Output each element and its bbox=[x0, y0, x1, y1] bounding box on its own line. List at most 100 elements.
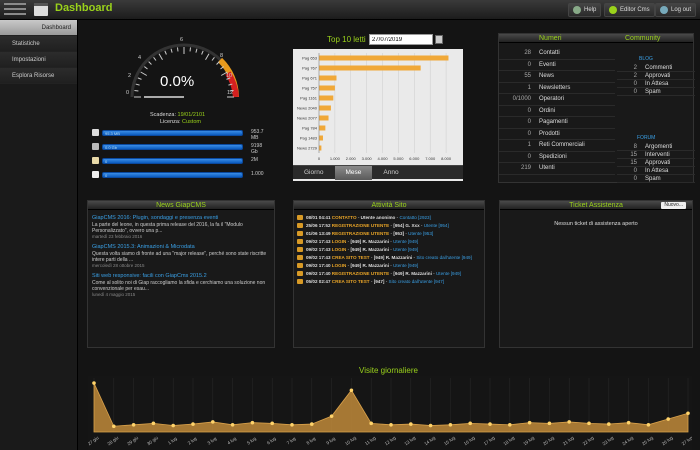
forum-title: FORUM bbox=[637, 135, 656, 141]
activity-detail[interactable]: Utente [949] bbox=[393, 263, 419, 268]
x-tick-label: 5.000 bbox=[393, 156, 404, 161]
sidebar-item-impostazioni[interactable]: Impostazioni bbox=[0, 52, 77, 68]
usage-bar-fill: 0 bbox=[103, 173, 242, 178]
tab-giorno[interactable]: Giorno bbox=[304, 169, 324, 176]
activity-row: 09/02 17:40 REGISTRAZIONE UTENTE - [949]… bbox=[297, 271, 481, 277]
data-point bbox=[646, 423, 651, 427]
count-value: 55 bbox=[524, 73, 531, 79]
count-row: 0 Eventi bbox=[499, 60, 615, 71]
tickets-panel: Ticket Assistenza Nuovo... Nessun ticket… bbox=[499, 200, 693, 348]
community-header: Community bbox=[625, 35, 661, 42]
license-label: Licenza: bbox=[160, 119, 181, 125]
count-value: 0/1000 bbox=[512, 96, 531, 102]
activity-sep: - bbox=[389, 271, 394, 276]
news-title[interactable]: GiapCMS 2016: Plugin, sondaggi e presenz… bbox=[92, 215, 219, 221]
help-button[interactable]: Help bbox=[568, 3, 602, 17]
power-icon bbox=[660, 6, 668, 14]
tab-anno[interactable]: Anno bbox=[383, 169, 399, 176]
activity-type: REGISTRAZIONE UTENTE bbox=[330, 271, 390, 276]
x-tick-label: 7 lug bbox=[286, 436, 297, 446]
x-tick-label: 27 lug bbox=[681, 435, 692, 446]
news-item[interactable]: GiapCMS 2015.3: Animazioni & Microdata Qu… bbox=[92, 244, 270, 269]
data-point bbox=[409, 422, 413, 426]
x-tick-label: 8 lug bbox=[306, 436, 317, 446]
sidebar-item-statistiche[interactable]: Statistiche bbox=[0, 36, 77, 52]
data-point bbox=[508, 423, 512, 427]
count-label: Approvati bbox=[645, 73, 671, 79]
x-tick-label: 6 lug bbox=[266, 436, 277, 446]
top10-date-input[interactable] bbox=[369, 34, 433, 45]
menu-icon[interactable] bbox=[4, 3, 26, 17]
activity-detail[interactable]: Sito creato dall'utente [949] bbox=[416, 255, 472, 260]
data-point bbox=[686, 411, 690, 416]
usage-bar-fill: 95.3 MB bbox=[103, 131, 242, 136]
gauge-tick bbox=[211, 57, 215, 61]
news-item[interactable]: Siti web responsive: facili con GiapCms … bbox=[92, 273, 270, 298]
tab-mese[interactable]: Mese bbox=[334, 166, 373, 180]
editor-cms-button[interactable]: Editor Cms bbox=[604, 3, 655, 17]
x-tick-label: 26 lug bbox=[661, 435, 674, 446]
gauge-tick bbox=[158, 53, 163, 61]
activity-sep: - bbox=[389, 239, 394, 244]
news-date: mercoledì 28 ottobre 2015 bbox=[92, 263, 145, 268]
activity-time: 09/02 17:43 bbox=[306, 239, 331, 244]
activity-time: 08/01 04:41 bbox=[306, 215, 331, 220]
calendar-icon[interactable] bbox=[435, 35, 443, 44]
activity-detail[interactable]: Sito creato dall'utente [947] bbox=[388, 279, 445, 284]
activity-icon bbox=[297, 263, 303, 268]
x-tick-label: 3 lug bbox=[207, 436, 218, 446]
usage-bar-value: 953.7 MB bbox=[251, 129, 264, 141]
new-ticket-button[interactable]: Nuovo... bbox=[661, 202, 686, 209]
data-point bbox=[151, 421, 156, 426]
x-tick-label: 13 lug bbox=[403, 435, 416, 446]
activity-detail[interactable]: Utente [949] bbox=[435, 271, 461, 276]
gauge-tick bbox=[205, 53, 210, 61]
data-point bbox=[171, 423, 175, 428]
activity-row: 25/06 17:52 REGISTRAZIONE UTENTE - [954]… bbox=[297, 223, 481, 229]
activity-icon bbox=[297, 239, 303, 244]
activity-detail[interactable]: Utente [949] bbox=[393, 239, 419, 244]
gauge-tick-label: 10 bbox=[226, 73, 233, 79]
count-label: Argomenti bbox=[645, 144, 673, 150]
count-value: 2 bbox=[633, 73, 637, 79]
x-tick-label: 22 lug bbox=[582, 435, 595, 446]
y-tick-label: Pag 653 bbox=[302, 56, 318, 61]
activity-time: 09/02 17:40 bbox=[306, 271, 331, 276]
x-tick-label: 9 lug bbox=[325, 436, 336, 446]
gauge-tick-label: 6 bbox=[180, 37, 184, 43]
gauge-tick bbox=[135, 83, 140, 86]
count-value: 0 bbox=[633, 89, 637, 95]
activity-detail[interactable]: Contatto [2923] bbox=[399, 215, 431, 220]
activity-detail[interactable]: Utente [954] bbox=[423, 223, 449, 228]
x-tick-label: 27 giu bbox=[88, 435, 100, 446]
data-point bbox=[666, 417, 670, 421]
data-point bbox=[468, 421, 473, 426]
data-point bbox=[527, 420, 532, 425]
gauge-tick-label: 4 bbox=[138, 55, 142, 61]
activity-icon bbox=[297, 279, 303, 284]
x-tick-label: 2 lug bbox=[187, 436, 198, 446]
count-row: 2 Approvati bbox=[617, 72, 695, 80]
activity-detail[interactable]: Utente [953] bbox=[408, 231, 434, 236]
logout-button[interactable]: Log out bbox=[655, 3, 697, 17]
sidebar-item-esplora-risorse[interactable]: Esplora Risorse bbox=[0, 68, 77, 84]
gauge-tick bbox=[220, 66, 224, 70]
news-title[interactable]: GiapCMS 2015.3: Animazioni & Microdata bbox=[92, 244, 195, 250]
count-label: Commenti bbox=[645, 65, 673, 71]
activity-detail[interactable]: Utente [949] bbox=[393, 247, 419, 252]
top10-panel: Top 10 letti 0 1.000 2.000 3.000 4.000 5.000 6… bbox=[293, 33, 463, 183]
sidebar-item-dashboard[interactable]: Dashboard bbox=[0, 20, 77, 36]
news-item[interactable]: GiapCMS 2016: Plugin, sondaggi e presenz… bbox=[92, 215, 270, 240]
mail-icon bbox=[92, 171, 99, 178]
activity-row: 09/02 17:43 CREA SITO TEST - [949] R. Ma… bbox=[297, 255, 481, 261]
y-tick-label: News 2077 bbox=[297, 116, 318, 121]
activity-type: CONTATTO bbox=[330, 215, 357, 220]
activity-time: 25/06 17:52 bbox=[306, 223, 331, 228]
news-title[interactable]: Siti web responsive: facili con GiapCms … bbox=[92, 273, 207, 279]
activity-sep: - bbox=[389, 263, 394, 268]
count-label: Spam bbox=[645, 89, 661, 95]
gauge-tick bbox=[189, 47, 192, 52]
usage-bar-value: 2M bbox=[251, 157, 258, 163]
x-tick-label: 4 lug bbox=[226, 436, 237, 446]
x-tick-label: 10 lug bbox=[344, 435, 357, 446]
